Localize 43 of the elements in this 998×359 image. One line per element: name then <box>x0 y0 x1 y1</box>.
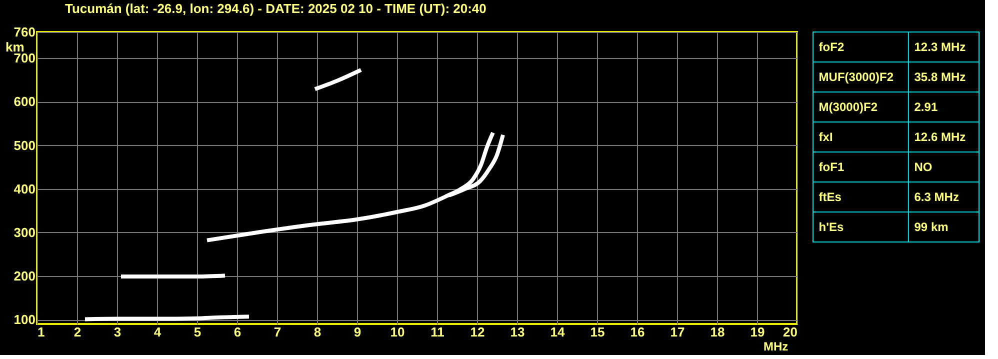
y-tick-label: 200 <box>14 268 36 284</box>
x-tick-label: 15 <box>590 324 605 340</box>
x-tick-label: 18 <box>710 324 725 340</box>
text: 2.91 <box>914 100 938 114</box>
text: MUF(3000)F2 <box>818 70 894 84</box>
text: 12.6 MHz <box>914 130 966 144</box>
text: 99 km <box>914 220 948 234</box>
x-tick-label: 20 <box>783 324 798 340</box>
y-tick-label: 500 <box>14 138 36 153</box>
text: NO <box>914 160 932 174</box>
x-tick-label: 8 <box>314 324 322 340</box>
x-tick-label: 14 <box>550 324 566 340</box>
x-tick-label: 6 <box>234 324 242 340</box>
x-tick-label: 11 <box>430 324 444 340</box>
x-tick-label: 4 <box>154 324 162 340</box>
text: ftEs <box>818 190 842 204</box>
y-tick-label: 300 <box>14 224 36 240</box>
y-tick-label: 760 <box>14 24 36 40</box>
text: 12.3 MHz <box>914 40 966 54</box>
x-tick-label: 3 <box>114 324 122 340</box>
x-axis-title: MHz <box>764 340 788 354</box>
text: M(3000)F2 <box>818 100 878 114</box>
text: foF1 <box>818 160 844 174</box>
x-tick-label: 1 <box>38 324 45 340</box>
text: h'Es <box>818 220 844 234</box>
x-tick-label: 19 <box>750 324 765 340</box>
y-tick-label: 600 <box>14 94 36 110</box>
x-tick-label: 9 <box>354 324 362 340</box>
text: 35.8 MHz <box>914 70 966 84</box>
x-tick-label: 2 <box>74 324 82 340</box>
x-tick-label: 7 <box>274 324 282 340</box>
x-tick-label: 13 <box>510 324 525 340</box>
x-tick-label: 16 <box>630 324 645 340</box>
x-tick-label: 12 <box>470 324 485 340</box>
y-tick-label: 100 <box>14 312 36 328</box>
text: 6.3 MHz <box>914 190 959 204</box>
y-tick-label: 400 <box>14 181 36 196</box>
x-tick-label: 10 <box>390 324 405 340</box>
chart-title: Tucumán (lat: -26.9, lon: 294.6) - DATE: 2025 02 10 - TIME (UT): 20:40 <box>65 1 486 16</box>
text: fxI <box>818 130 833 144</box>
x-tick-label: 5 <box>194 324 202 340</box>
text: foF2 <box>818 40 844 54</box>
x-tick-label: 17 <box>670 324 685 340</box>
